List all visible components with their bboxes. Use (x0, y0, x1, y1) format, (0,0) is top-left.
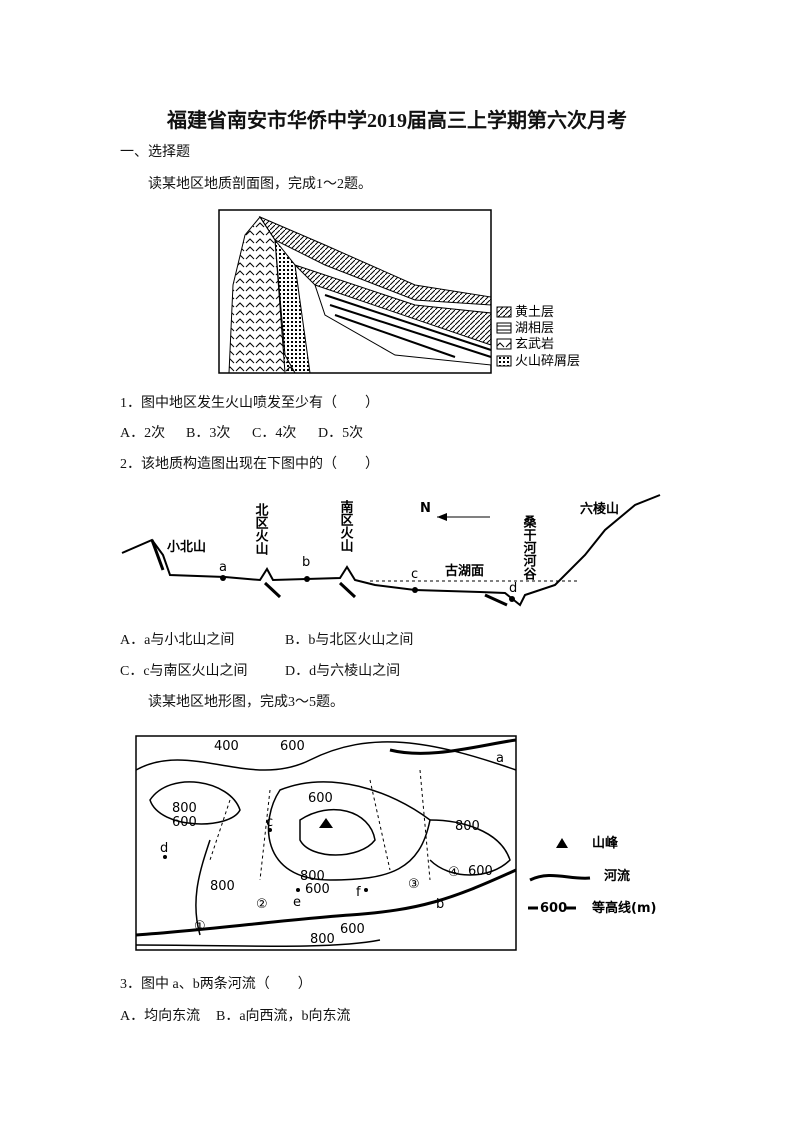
label: f (356, 885, 361, 900)
question-stem: 2．该地质构造图出现在下图中的（ ） (120, 457, 379, 472)
label: 北区火山 (253, 503, 269, 556)
option: B．b与北区火山之间 (285, 633, 414, 648)
option: B．3次 (186, 426, 231, 441)
option: A．a与小北山之间 (120, 633, 235, 648)
option: A．2次 (120, 426, 166, 441)
label: e (293, 895, 301, 910)
label: 800 (455, 819, 480, 834)
label: 古湖面 (445, 563, 484, 579)
label: N (420, 501, 431, 516)
cross-section-figure: 小北山 北区火山 南区火山 N 古湖面 桑干河河谷 六棱山 a b c d (121, 494, 661, 607)
label: 600 (172, 815, 197, 830)
label: 800 (300, 869, 325, 884)
option: C．c与南区火山之间 (120, 664, 248, 679)
label: a (496, 751, 504, 766)
label: 六棱山 (580, 501, 619, 517)
label: a (219, 560, 227, 575)
label: 桑干河河谷 (521, 514, 538, 581)
label: ③ (408, 877, 420, 892)
label: 400 (214, 739, 239, 754)
label: d (160, 841, 168, 856)
legend-label: 湖相层 (515, 321, 554, 336)
label: 600 (305, 882, 330, 897)
legend-label: 山峰 (592, 835, 619, 851)
label: 600 (280, 739, 305, 754)
label: ② (256, 897, 268, 912)
label: d (509, 581, 517, 596)
label: 小北山 (167, 539, 206, 555)
label: 600 (468, 864, 493, 879)
label: c (411, 567, 418, 582)
legend-label: 等高线(m) (591, 900, 656, 916)
question-stem: 3．图中 a、b两条河流（ ） (120, 977, 312, 992)
section: 一、选择题 (120, 145, 190, 160)
label: 800 (310, 932, 335, 947)
legend-label: 黄土层 (515, 305, 554, 320)
legend-label: 玄武岩 (515, 337, 554, 352)
label: 600 (308, 791, 333, 806)
legend-label: 600 (540, 901, 567, 916)
label: b (302, 555, 310, 570)
label: b (436, 897, 444, 912)
label: 800 (210, 879, 235, 894)
geology-figure: 黄土层 湖相层 玄武岩 火山碎屑层 (218, 209, 580, 374)
option: B．a向西流，b向东流 (216, 1009, 351, 1024)
legend-label: 河流 (604, 868, 630, 884)
option: C．4次 (252, 426, 297, 441)
contour-map-figure: 400 600 800 600 600 800 800 600 800 600 … (135, 735, 656, 951)
intro: 读某地区地形图，完成3～5题。 (148, 695, 344, 710)
label: ④ (448, 865, 460, 880)
title: 福建省南安市华侨中学2019届高三上学期第六次月考 (167, 110, 627, 132)
label: 600 (340, 922, 365, 937)
intro: 读某地区地质剖面图，完成1～2题。 (148, 177, 372, 192)
label: c (266, 815, 273, 830)
question-stem: 1．图中地区发生火山喷发至少有（ ） (120, 396, 379, 411)
legend-label: 火山碎屑层 (515, 354, 580, 369)
option: D．5次 (318, 426, 364, 441)
label: 南区火山 (338, 499, 354, 553)
label: ① (194, 919, 206, 934)
option: A．均向东流 (120, 1009, 201, 1024)
option: D．d与六棱山之间 (285, 664, 401, 679)
label: 800 (172, 801, 197, 816)
